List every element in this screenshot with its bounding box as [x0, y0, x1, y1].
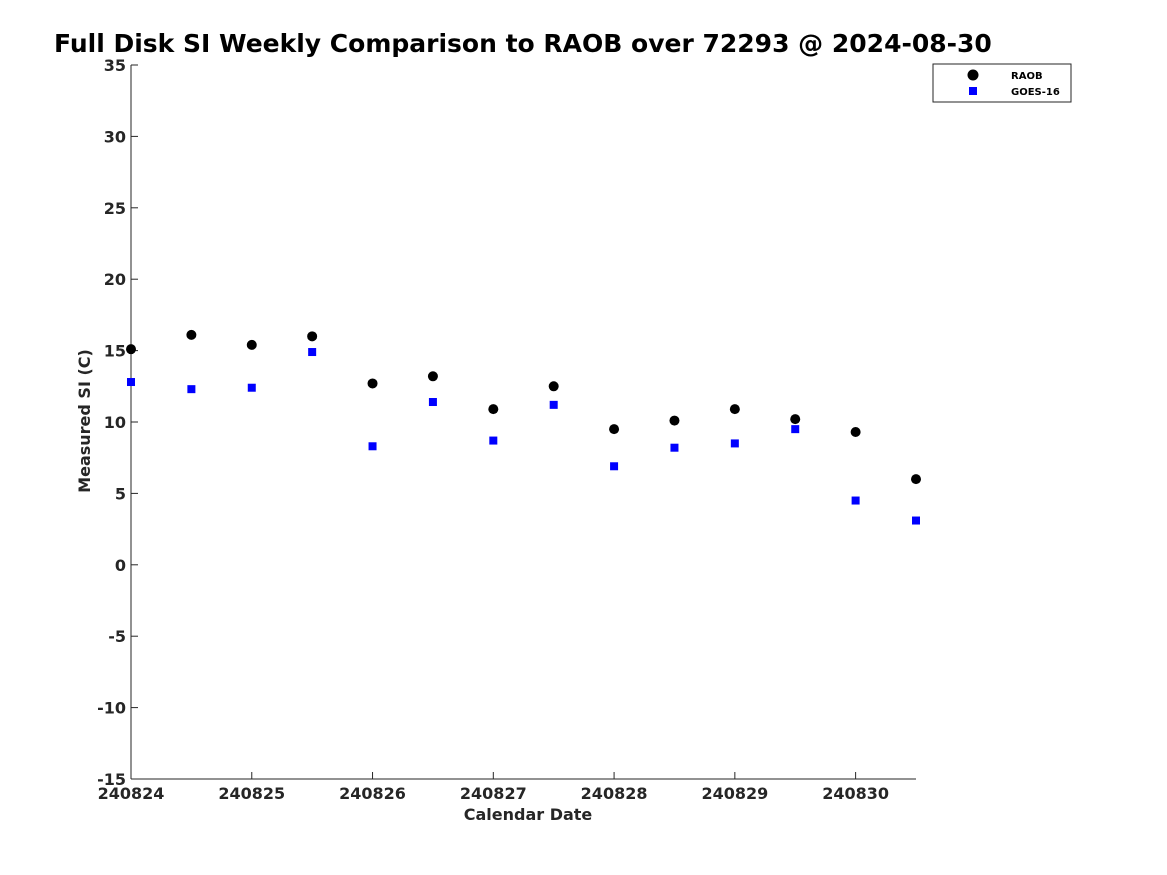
data-points	[126, 329, 921, 525]
goes16-point	[308, 348, 317, 357]
x-tick-label: 240825	[218, 784, 285, 803]
raob-point	[729, 404, 740, 415]
y-tick-label: -5	[108, 627, 126, 646]
raob-point	[548, 381, 559, 392]
legend-raob-marker	[967, 69, 979, 81]
goes16-point	[851, 496, 860, 505]
goes16-point	[187, 385, 196, 394]
y-tick-label: 5	[115, 484, 126, 503]
y-tick-label: 25	[104, 199, 126, 218]
goes16-point	[127, 378, 135, 387]
x-tick-label: 240829	[701, 784, 768, 803]
y-tick-label: -15	[97, 770, 126, 789]
y-axis-ticks: 35 30 25 20 15 10 5 0 -5 -10 -15	[97, 56, 138, 789]
goes16-point	[368, 442, 377, 451]
legend-box	[932, 63, 1072, 103]
legend-goes16-label: GOES-16	[1011, 87, 1060, 98]
raob-point	[126, 344, 136, 355]
raob-point	[246, 339, 257, 350]
goes16-point	[247, 383, 256, 392]
raob-point	[850, 426, 861, 437]
x-tick-label: 240824	[98, 784, 165, 803]
y-tick-label: 10	[104, 413, 126, 432]
x-tick-label: 240827	[460, 784, 527, 803]
goes16-point	[428, 398, 437, 407]
x-tick-label: 240828	[581, 784, 648, 803]
x-axis-label: Calendar Date	[464, 805, 593, 824]
chart-title: Full Disk SI Weekly Comparison to RAOB o…	[54, 29, 992, 58]
goes16-point	[912, 516, 920, 525]
x-tick-label: 240830	[822, 784, 889, 803]
y-tick-label: 0	[115, 556, 126, 575]
legend: RAOB GOES-16	[932, 63, 1072, 103]
x-axis-ticks: 240824 240825 240826 240827 240828 240829 2408…	[98, 772, 889, 803]
y-tick-label: 20	[104, 270, 126, 289]
goes16-point	[489, 436, 498, 445]
goes16-point	[730, 439, 739, 448]
raob-point	[307, 331, 318, 342]
raob-point	[609, 424, 620, 435]
goes16-point	[670, 443, 679, 452]
y-tick-label: 30	[104, 127, 126, 146]
y-tick-label: -10	[97, 699, 126, 718]
raob-point	[367, 378, 378, 389]
raob-point	[488, 404, 499, 415]
legend-raob-label: RAOB	[1011, 71, 1043, 82]
goes16-point	[791, 425, 800, 434]
goes16-point	[610, 462, 619, 471]
y-axis-label: Measured SI (C)	[75, 349, 94, 493]
raob-point	[790, 414, 801, 425]
legend-goes16-marker	[969, 87, 977, 95]
y-tick-label: 35	[104, 56, 126, 75]
y-tick-label: 15	[104, 342, 126, 361]
raob-point	[911, 474, 921, 485]
goes16-point	[549, 400, 558, 409]
raob-point	[427, 371, 438, 382]
raob-point	[669, 415, 680, 426]
x-tick-label: 240826	[339, 784, 406, 803]
raob-point	[186, 329, 197, 340]
